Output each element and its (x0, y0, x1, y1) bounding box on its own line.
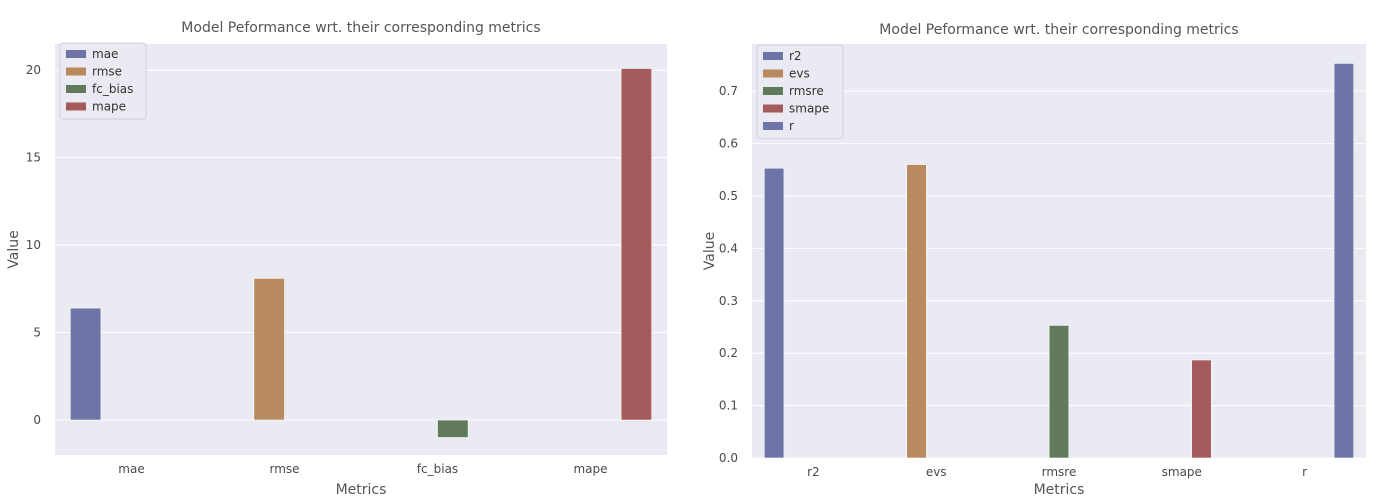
legend-swatch (66, 85, 86, 93)
x-tick-label: smape (1162, 465, 1202, 479)
y-tick-label: 0.3 (719, 294, 738, 308)
legend-swatch (763, 104, 783, 113)
plot-area (55, 44, 667, 455)
x-tick-label: mape (573, 462, 607, 476)
x-ticks: r2 evs rmsre smape r (807, 465, 1307, 479)
x-tick-label: rmsre (1042, 465, 1077, 479)
y-axis-label: Value (702, 232, 718, 270)
y-ticks: 0 5 10 15 20 (26, 63, 41, 427)
legend-label: mape (92, 100, 126, 114)
legend-swatch (66, 50, 86, 58)
y-tick-label: 5 (33, 326, 41, 340)
legend-swatch (66, 67, 86, 76)
bar-smape (1191, 359, 1212, 459)
legend-box (756, 44, 844, 139)
legend-label: r2 (789, 49, 802, 63)
chart-right: 0.0 0.1 0.2 0.3 0.4 0.5 0.6 0.7 r2 evs rmsre smape… (702, 22, 1366, 498)
bar-evs (906, 164, 927, 459)
bar-fc_bias (437, 419, 469, 438)
x-axis-label: Metrics (1034, 482, 1085, 498)
x-axis-label: Metrics (336, 482, 387, 498)
bar-mae (70, 307, 102, 421)
legend-swatch (763, 69, 783, 78)
y-tick-label: 0.2 (719, 346, 738, 360)
legend-label: rmsre (789, 84, 824, 98)
bars (70, 68, 652, 438)
y-tick-label: 0.0 (719, 451, 738, 465)
y-tick-label: 0.1 (719, 399, 738, 413)
x-ticks: mae rmse fc_bias mape (118, 462, 607, 476)
bar-r (1333, 63, 1355, 459)
y-tick-label: 0.6 (719, 137, 738, 151)
y-tick-label: 0.5 (719, 189, 738, 203)
legend-swatch (66, 102, 86, 111)
legend-label: rmse (92, 65, 122, 79)
legend-label: r (789, 119, 794, 133)
legend-swatch (763, 52, 783, 60)
legend-swatch (763, 87, 783, 95)
legend-swatch (763, 122, 783, 130)
gridlines (55, 69, 667, 421)
y-tick-label: 20 (26, 63, 41, 77)
y-tick-label: 0.4 (719, 241, 738, 255)
x-tick-label: fc_bias (417, 462, 458, 476)
y-tick-label: 15 (26, 151, 41, 165)
legend[interactable]: r2 evs rmsre smape r (756, 44, 844, 139)
bars (763, 63, 1355, 459)
x-tick-label: rmse (269, 462, 299, 476)
y-axis-label: Value (6, 230, 22, 268)
y-tick-label: 10 (26, 238, 41, 252)
x-tick-label: r (1302, 465, 1307, 479)
legend-label: fc_bias (92, 82, 133, 96)
x-tick-label: mae (118, 462, 144, 476)
x-tick-label: evs (926, 465, 947, 479)
chart-title: Model Peformance wrt. their correspondin… (181, 20, 540, 36)
y-ticks: 0.0 0.1 0.2 0.3 0.4 0.5 0.6 0.7 (719, 84, 738, 465)
legend-label: mae (92, 47, 118, 61)
x-tick-label: r2 (807, 465, 820, 479)
legend-label: smape (789, 102, 829, 116)
bar-rmsre (1048, 325, 1070, 459)
y-tick-label: 0 (33, 413, 41, 427)
legend-box (59, 42, 147, 120)
bar-rmse (253, 278, 285, 421)
y-tick-label: 0.7 (719, 84, 738, 98)
legend-label: evs (789, 67, 810, 81)
bar-r2 (763, 167, 785, 459)
chart-title: Model Peformance wrt. their correspondin… (879, 22, 1238, 38)
bar-mape (620, 68, 652, 421)
